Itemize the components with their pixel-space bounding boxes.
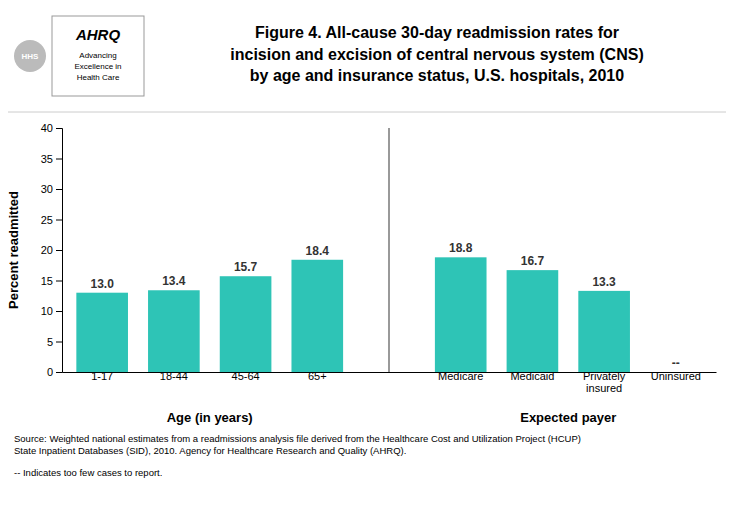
logo-tagline: Advancing — [79, 51, 116, 60]
y-tick-mark — [56, 128, 62, 129]
y-tick-label: 40 — [41, 122, 53, 134]
x-tick: Medicaid — [510, 370, 554, 382]
x-tick-label: Medicaid — [510, 370, 554, 382]
x-tick: 45-64 — [232, 370, 260, 382]
logo-seal — [14, 40, 46, 72]
y-tick-mark — [56, 311, 62, 312]
y-tick-label: 10 — [41, 305, 53, 317]
y-tick: 5 — [47, 336, 62, 348]
data-label: 13.4 — [162, 274, 186, 288]
x-tick-label-line: 1-17 — [91, 370, 113, 382]
data-label: 16.7 — [521, 254, 545, 268]
x-tick-label: 65+ — [308, 370, 327, 382]
group-label: Expected payer — [520, 410, 616, 425]
y-tick: 15 — [41, 275, 62, 287]
header-divider — [8, 112, 726, 113]
y-tick: 35 — [41, 153, 62, 165]
plot-area: 0 5 10 15 20 25 30 35 40 1-17 18-44 45-64 65+ Medicar… — [6, 122, 717, 394]
x-tick-label-line: insured — [586, 382, 622, 394]
bar — [435, 257, 487, 372]
y-tick-label: 30 — [41, 183, 53, 195]
logo-seal-text: HHS — [22, 52, 40, 61]
bar — [76, 293, 128, 372]
x-tick-label-line: Uninsured — [651, 370, 701, 382]
title-line: incision and excision of central nervous… — [230, 46, 643, 63]
y-tick-label: 0 — [47, 366, 53, 378]
y-tick-label: 15 — [41, 275, 53, 287]
logo-tagline: Excellence in — [74, 62, 121, 71]
y-tick-mark — [56, 372, 62, 373]
title-line: Figure 4. All-cause 30-day readmission r… — [255, 24, 619, 41]
x-tick-label: 45-64 — [232, 370, 260, 382]
title-line: by age and insurance status, U.S. hospit… — [250, 67, 624, 84]
x-axis: 1-17 18-44 45-64 65+ Medicare Medicaid Private… — [63, 370, 717, 394]
logo: AHRQ Advancing Excellence in Health Care HHS — [14, 16, 144, 96]
annotation-line: State Inpatient Databases (SID), 2010. A… — [14, 445, 406, 456]
y-axis-label: Percent readmitted — [6, 191, 21, 309]
y-tick: 30 — [41, 183, 62, 195]
source: Source: Weighted national estimates from… — [14, 433, 581, 456]
data-label: -- — [672, 356, 680, 370]
logo-box — [52, 16, 144, 96]
x-tick: 18-44 — [160, 370, 188, 382]
x-tick-label: Medicare — [438, 370, 483, 382]
y-axis: 0 5 10 15 20 25 30 35 40 — [41, 122, 63, 378]
x-tick-label-line: Medicaid — [510, 370, 554, 382]
y-tick: 10 — [41, 305, 62, 317]
footnote: -- Indicates too few cases to report. — [14, 467, 162, 478]
annotation-line: -- Indicates too few cases to report. — [14, 467, 162, 478]
x-tick: Medicare — [438, 370, 483, 382]
y-tick-mark — [56, 159, 62, 160]
bar — [578, 291, 630, 372]
y-tick-mark — [56, 189, 62, 190]
bars — [76, 257, 630, 372]
data-label: 18.4 — [306, 244, 330, 258]
x-tick-label: Uninsured — [651, 370, 701, 382]
logo-tagline: Health Care — [77, 73, 120, 82]
y-tick-label: 20 — [41, 244, 53, 256]
x-tick-label: 18-44 — [160, 370, 188, 382]
x-tick-label-line: Privately — [583, 370, 626, 382]
x-tick: Privatelyinsured — [583, 370, 626, 394]
y-tick: 0 — [47, 366, 62, 378]
annotation-line: Source: Weighted national estimates from… — [14, 433, 581, 444]
y-tick-label: 5 — [47, 336, 53, 348]
bar — [220, 276, 272, 372]
y-tick: 25 — [41, 214, 62, 226]
x-tick-label-line: 45-64 — [232, 370, 260, 382]
data-label: 15.7 — [234, 260, 258, 274]
bar — [148, 290, 200, 372]
x-tick-label: 1-17 — [91, 370, 113, 382]
logo-name: AHRQ — [75, 26, 120, 43]
x-tick-label-line: 65+ — [308, 370, 327, 382]
y-tick-label: 25 — [41, 214, 53, 226]
y-tick: 20 — [41, 244, 62, 256]
y-tick-label: 35 — [41, 153, 53, 165]
axis-line — [56, 129, 63, 373]
y-tick-mark — [56, 220, 62, 221]
x-tick: Uninsured — [651, 370, 701, 382]
x-tick: 65+ — [308, 370, 327, 382]
bar — [507, 270, 559, 372]
y-tick-mark — [56, 342, 62, 343]
x-tick-label: Privatelyinsured — [583, 370, 626, 394]
x-tick: 1-17 — [91, 370, 113, 382]
chart: AHRQ Advancing Excellence in Health Care HHS… — [0, 0, 734, 515]
data-label: 18.8 — [449, 241, 473, 255]
y-tick-mark — [56, 281, 62, 282]
data-label: 13.3 — [592, 275, 616, 289]
y-tick-mark — [56, 250, 62, 251]
data-label: 13.0 — [90, 277, 114, 291]
title: Figure 4. All-cause 30-day readmission r… — [230, 24, 643, 84]
x-tick-label-line: 18-44 — [160, 370, 188, 382]
group-separator — [388, 128, 389, 372]
group-label: Age (in years) — [167, 410, 253, 425]
bar — [291, 260, 343, 372]
y-tick: 40 — [41, 122, 62, 134]
data-labels: 13.0 13.4 15.7 18.4 18.8 16.7 13.3 -- — [90, 241, 679, 370]
x-tick-label-line: Medicare — [438, 370, 483, 382]
